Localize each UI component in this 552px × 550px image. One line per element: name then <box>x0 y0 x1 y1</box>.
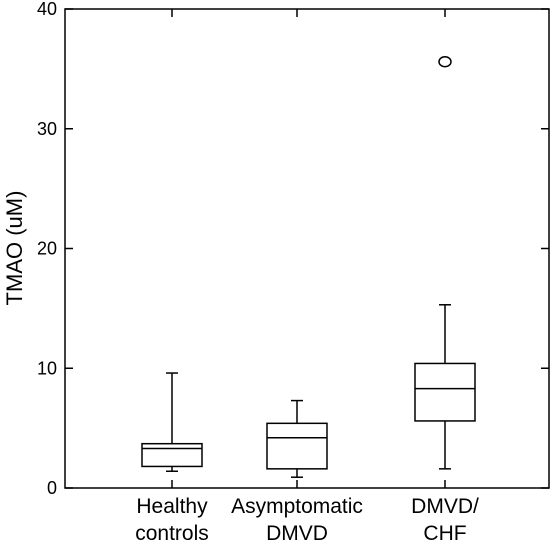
x-category-label: DMVD <box>266 522 328 545</box>
box-group <box>266 9 328 488</box>
y-tick-label: 10 <box>37 358 57 378</box>
x-category-label: controls <box>135 522 209 545</box>
x-category-label: Healthy <box>136 495 208 518</box>
iqr-box <box>266 422 328 470</box>
boxes-layer <box>141 9 476 488</box>
y-tick-label: 40 <box>37 0 57 19</box>
y-axis-label: TMAO (uM) <box>2 191 27 306</box>
y-axis-ticks: 0 10 20 30 40 <box>37 0 549 498</box>
y-tick-label: 0 <box>47 478 57 498</box>
iqr-box <box>414 362 476 422</box>
plot-frame <box>64 8 550 489</box>
outlier-point <box>438 55 452 68</box>
x-axis-category-labels: Healthy controls Asymptomatic DMVD DMVD/CHF <box>135 495 479 545</box>
x-category-label: DMVD/ <box>411 495 479 518</box>
x-category-label: CHF <box>423 522 466 545</box>
y-tick-label: 30 <box>37 119 57 139</box>
box-group <box>141 9 203 488</box>
x-category-label: Asymptomatic <box>231 495 363 518</box>
box-group <box>414 9 476 488</box>
y-tick-label: 20 <box>37 239 57 259</box>
iqr-box <box>141 442 203 468</box>
